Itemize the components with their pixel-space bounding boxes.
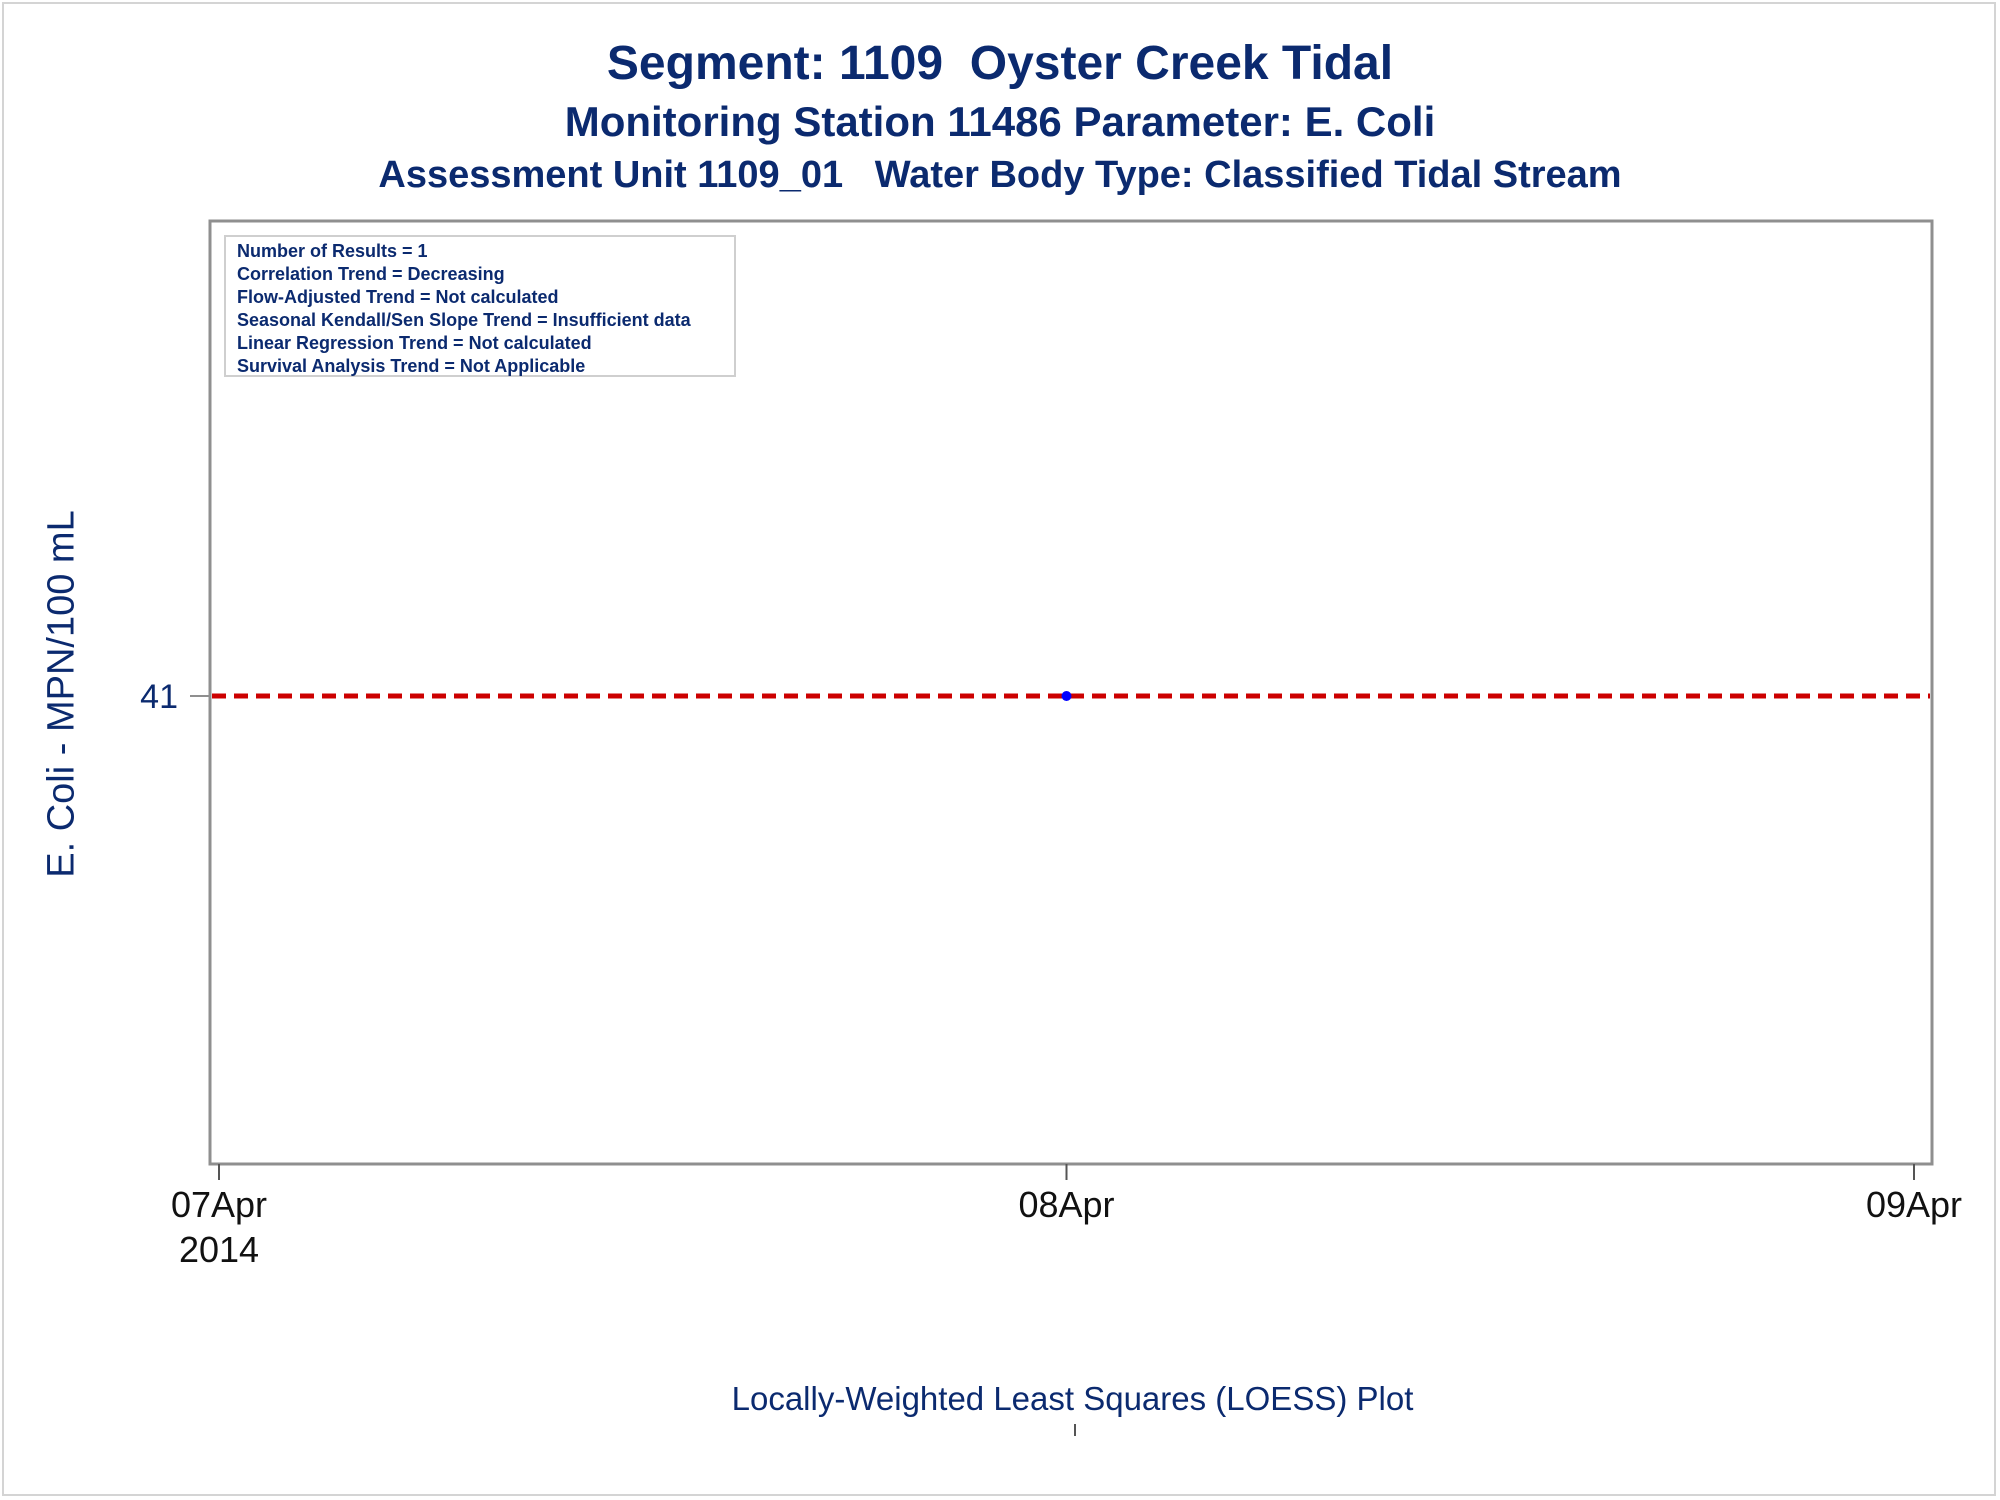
x-tick-sublabel: 2014 (179, 1229, 259, 1270)
stat-number-of-results: Number of Results = 1 (237, 241, 428, 261)
chart-title: Segment: 1109 Oyster Creek Tidal (606, 37, 1394, 90)
stat-flow-adjusted-trend: Flow-Adjusted Trend = Not calculated (237, 287, 559, 307)
chart-subtitle-assessment: Assessment Unit 1109_01 Water Body Type:… (378, 154, 1622, 196)
x-tick-label: 08Apr (1018, 1184, 1114, 1225)
footnote-mark (1074, 1424, 1076, 1436)
stat-linear-regression-trend: Linear Regression Trend = Not calculated (237, 333, 592, 353)
stat-survival-analysis-trend: Survival Analysis Trend = Not Applicable (237, 356, 586, 376)
plot-area-border (208, 219, 1934, 1166)
stat-seasonal-kendall-trend: Seasonal Kendall/Sen Slope Trend = Insuf… (237, 310, 691, 330)
stat-correlation-trend: Correlation Trend = Decreasing (237, 264, 505, 284)
x-tick-label: 09Apr (1866, 1184, 1962, 1225)
y-tick-label: 41 (140, 678, 178, 716)
x-tick-label: 07Apr (171, 1184, 267, 1225)
trend-stats-box: Number of Results = 1 Correlation Trend … (224, 235, 736, 377)
x-axis-label: Locally-Weighted Least Squares (LOESS) P… (731, 1380, 1414, 1417)
y-axis-label: E. Coli - MPN/100 mL (40, 510, 83, 878)
chart-subtitle-station: Monitoring Station 11486 Parameter: E. C… (564, 98, 1436, 145)
data-point (1061, 691, 1072, 701)
